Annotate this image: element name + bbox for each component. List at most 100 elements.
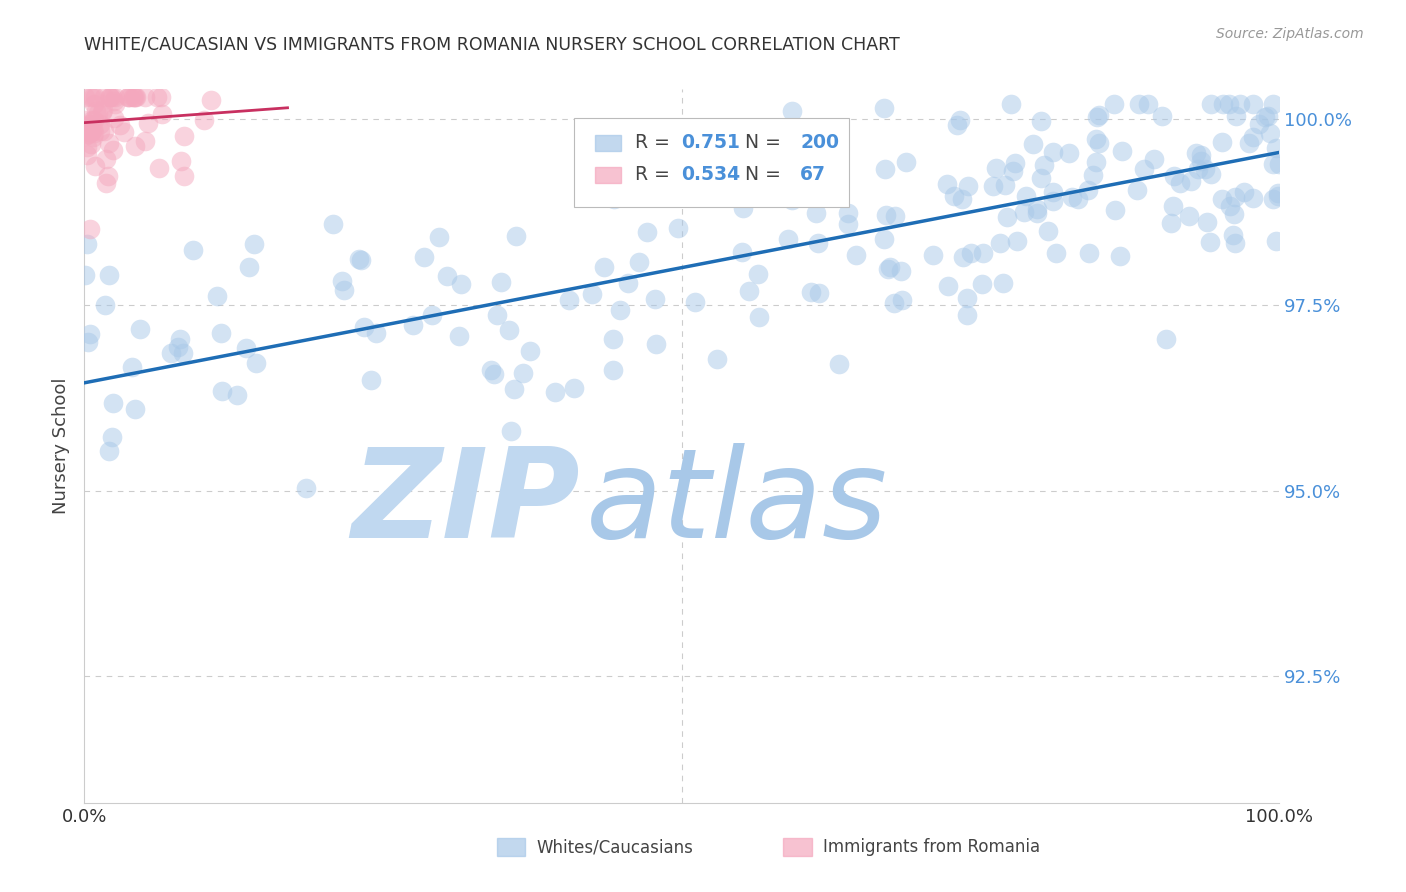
Point bbox=[1026, 202, 1049, 216]
Point bbox=[644, 292, 666, 306]
Point bbox=[609, 303, 631, 318]
Point bbox=[807, 285, 830, 300]
Point bbox=[75, 89, 97, 103]
Point bbox=[950, 192, 973, 206]
Point bbox=[77, 117, 100, 131]
Point bbox=[152, 106, 174, 120]
Point bbox=[96, 176, 118, 190]
Point bbox=[235, 341, 257, 355]
Point bbox=[89, 124, 111, 138]
Text: 67: 67 bbox=[800, 165, 827, 185]
Point bbox=[823, 175, 845, 189]
Point bbox=[169, 332, 191, 346]
Point bbox=[1042, 145, 1064, 160]
Point bbox=[149, 89, 172, 103]
Point bbox=[1261, 97, 1284, 112]
Point bbox=[1126, 183, 1149, 197]
Point bbox=[807, 235, 830, 250]
Point bbox=[806, 206, 828, 220]
Point bbox=[879, 260, 901, 274]
Point bbox=[134, 89, 156, 103]
Point bbox=[360, 373, 382, 387]
FancyBboxPatch shape bbox=[595, 135, 621, 151]
Point bbox=[1189, 154, 1212, 169]
Point bbox=[82, 89, 104, 103]
Point bbox=[93, 89, 115, 103]
Point bbox=[1026, 206, 1049, 220]
Text: ZIP: ZIP bbox=[352, 442, 581, 564]
Point bbox=[103, 112, 125, 126]
Point bbox=[544, 384, 567, 399]
Point bbox=[593, 260, 616, 274]
Point bbox=[98, 89, 121, 103]
Point bbox=[946, 118, 969, 132]
Point bbox=[1133, 162, 1156, 177]
Point bbox=[482, 367, 505, 381]
Point bbox=[1237, 136, 1260, 150]
Point bbox=[101, 143, 124, 157]
Point bbox=[748, 310, 770, 324]
Point bbox=[98, 136, 121, 151]
Point bbox=[1062, 190, 1084, 204]
Point bbox=[1267, 186, 1289, 200]
Point bbox=[1161, 199, 1184, 213]
Text: Whites/Caucasians: Whites/Caucasians bbox=[536, 838, 693, 856]
Point bbox=[873, 101, 896, 115]
Point bbox=[1136, 97, 1159, 112]
Point bbox=[402, 318, 425, 333]
Point bbox=[427, 229, 450, 244]
Point bbox=[1067, 192, 1090, 206]
Point bbox=[101, 430, 124, 444]
Point bbox=[997, 210, 1019, 224]
Point bbox=[1077, 183, 1099, 197]
Point bbox=[79, 89, 101, 103]
Point bbox=[1004, 156, 1026, 170]
Point bbox=[1084, 131, 1107, 145]
Point bbox=[959, 246, 981, 260]
Point bbox=[1222, 227, 1244, 242]
Text: Immigrants from Romania: Immigrants from Romania bbox=[823, 838, 1040, 856]
Point bbox=[1219, 199, 1241, 213]
Point bbox=[173, 169, 195, 183]
Point bbox=[73, 119, 96, 133]
Point bbox=[845, 248, 868, 262]
Point bbox=[77, 334, 100, 349]
Point bbox=[209, 326, 232, 340]
Point bbox=[1212, 97, 1234, 112]
Point bbox=[1241, 130, 1264, 145]
Point bbox=[83, 126, 105, 140]
Point bbox=[75, 122, 97, 136]
Point bbox=[134, 135, 156, 149]
Point bbox=[79, 222, 101, 236]
Point bbox=[100, 89, 122, 103]
Point bbox=[1218, 97, 1240, 112]
Point bbox=[173, 129, 195, 144]
Point bbox=[295, 482, 318, 496]
Point bbox=[936, 279, 959, 293]
Point bbox=[706, 352, 728, 367]
Point bbox=[873, 232, 896, 246]
Point bbox=[479, 363, 502, 377]
Point bbox=[1225, 109, 1247, 123]
FancyBboxPatch shape bbox=[783, 838, 813, 855]
Point bbox=[491, 276, 513, 290]
Point bbox=[1211, 192, 1233, 206]
Point bbox=[1233, 185, 1256, 199]
Text: atlas: atlas bbox=[586, 442, 889, 564]
Point bbox=[1029, 113, 1052, 128]
Point bbox=[117, 89, 139, 103]
Point bbox=[1265, 234, 1288, 248]
Point bbox=[97, 444, 120, 458]
Point bbox=[121, 360, 143, 375]
Point bbox=[1257, 109, 1279, 123]
Point bbox=[780, 193, 803, 207]
Point bbox=[956, 291, 979, 305]
Point bbox=[1042, 185, 1064, 199]
Text: WHITE/CAUCASIAN VS IMMIGRANTS FROM ROMANIA NURSERY SCHOOL CORRELATION CHART: WHITE/CAUCASIAN VS IMMIGRANTS FROM ROMAN… bbox=[84, 36, 900, 54]
Point bbox=[1154, 332, 1177, 346]
Point bbox=[350, 253, 373, 268]
Point bbox=[1178, 209, 1201, 223]
Point bbox=[1128, 97, 1150, 112]
Point bbox=[1199, 167, 1222, 181]
Point bbox=[1180, 174, 1202, 188]
